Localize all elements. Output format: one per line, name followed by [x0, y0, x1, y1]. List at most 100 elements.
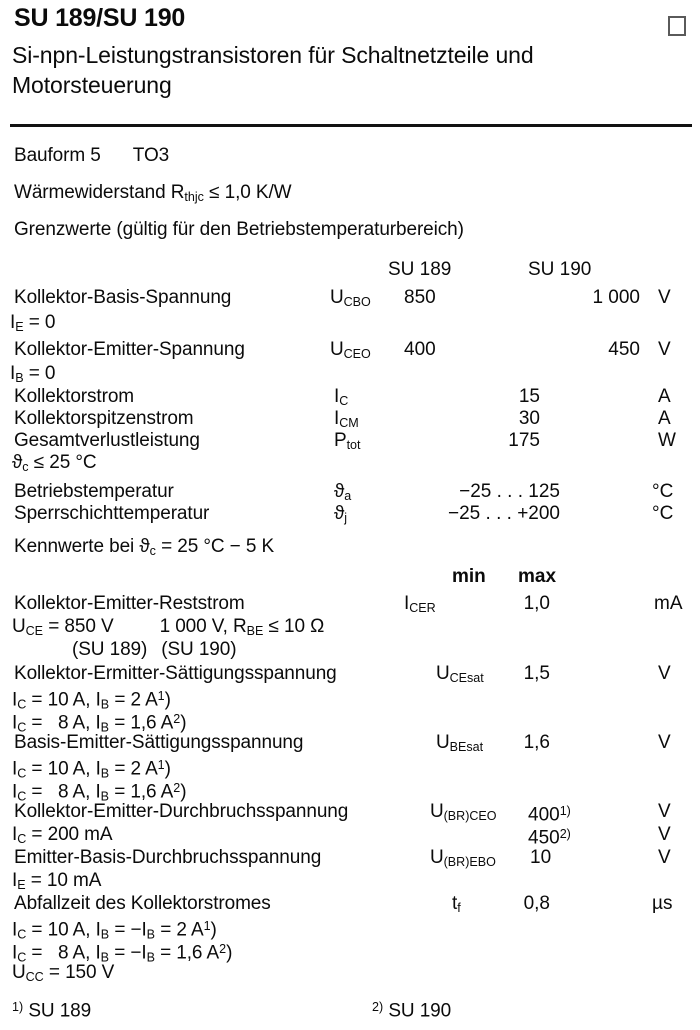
characteristic-row-condition: IC = 200 mA [12, 824, 113, 846]
characteristic-row-unit: mA [654, 593, 683, 614]
min-value-2: 450 [528, 827, 560, 849]
characteristics-heading-bold: Kennwerte [14, 536, 104, 557]
characteristic-row-condition: (SU 189) (SU 190) [72, 639, 237, 660]
symbol-subscript: CEsat [449, 670, 484, 685]
characteristic-row-name: Kollektor-Emitter-Reststrom [14, 593, 245, 614]
symbol-base: P [334, 430, 347, 451]
ptot-condition: ϑc ≤ 25 °C [12, 452, 97, 477]
characteristic-row-symbol: UBEsat [436, 733, 483, 757]
limit-row-symbol: UCEO [330, 340, 371, 364]
symbol-subscript: CM [339, 415, 359, 430]
min-footnote-marker-2: 2) [559, 827, 571, 841]
characteristic-row-condition: IC = 8 A, IB = −IB = 1,6 A2) [12, 942, 233, 965]
characteristic-row-name: Kollektor-Ermitter-Sättigungsspannung [14, 663, 337, 684]
page-subtitle: Si-npn-Leistungstransistoren für Schaltn… [12, 40, 692, 100]
limits-heading: Grenzwerte (gültig für den Betriebstempe… [14, 220, 464, 239]
limit-row-symbol: ϑj [334, 504, 347, 528]
characteristic-row-unit: µs [652, 893, 673, 914]
limit-row-unit: °C [652, 503, 674, 524]
limit-row-condition: IB = 0 [10, 364, 55, 388]
characteristics-heading-subscript: c [149, 543, 156, 558]
characteristic-row-min: 10 [530, 847, 552, 868]
symbol-subscript: tot [346, 437, 361, 452]
condition-rest: ≤ 25 °C [28, 452, 97, 473]
characteristic-row-condition: IC = 10 A, IB = 2 A1) [12, 689, 171, 712]
limits-heading-rest: (gültig für den Betriebstemperaturbereic… [111, 219, 464, 240]
package-row: Bauform 5 TO3 [14, 146, 169, 165]
footnote-2-text: SU 190 [383, 1000, 452, 1022]
limit-row-value: 175 [508, 430, 540, 451]
characteristic-row-unit: V [658, 847, 671, 868]
symbol-subscript: j [344, 510, 348, 525]
condition-rest: = 0 [23, 363, 56, 384]
symbol-base: I [404, 593, 410, 614]
condition-subscript: B [15, 370, 24, 385]
limit-row-unit: W [658, 430, 676, 451]
limit-row-value-su189: 850 [404, 287, 436, 308]
characteristic-row-max: 1,5 [523, 663, 550, 684]
symbol-base: U [430, 847, 444, 868]
limit-row-name: Kollektorstrom [14, 386, 135, 407]
limit-row-symbol: IC [334, 387, 348, 411]
characteristic-row-name: Kollektor-Emitter-Durchbruchsspannung [14, 801, 349, 822]
package-label: Bauform 5 [14, 145, 101, 166]
characteristic-row-condition: IC = 8 A, IB = 1,6 A2) [12, 781, 187, 804]
min-value: 400 [528, 804, 560, 826]
symbol-base: I [334, 386, 340, 407]
header-divider [10, 124, 692, 127]
characteristic-row-name: Emitter-Basis-Durchbruchsspannung [14, 847, 322, 868]
limit-row-unit: V [658, 339, 671, 360]
limit-row-symbol: Ptot [334, 431, 361, 455]
characteristic-row-symbol: U(BR)EBO [430, 848, 496, 872]
footnote-1-text: SU 189 [23, 1000, 92, 1022]
package-value: TO3 [132, 145, 170, 166]
symbol-subscript: C [339, 393, 349, 408]
thermal-resistance-label: Wärmewiderstand R [14, 182, 185, 203]
symbol-base: I [334, 408, 340, 429]
symbol-base: ϑ [334, 481, 345, 502]
thermal-resistance-value: ≤ 1,0 K/W [203, 182, 292, 203]
symbol-subscript: CBO [343, 294, 371, 309]
characteristic-row-symbol: UCEsat [436, 664, 484, 688]
symbol-subscript: CER [409, 600, 436, 615]
limit-row-unit: V [658, 287, 671, 308]
characteristic-row-symbol: ICER [404, 594, 436, 618]
package-outline-icon [668, 16, 686, 36]
symbol-subscript: BEsat [449, 739, 484, 754]
limit-row-condition: IE = 0 [10, 313, 55, 337]
limit-row-unit: °C [652, 481, 674, 502]
subtitle-line-1: Si-npn-Leistungstransistoren für Schaltn… [12, 42, 534, 68]
limit-row-unit: A [658, 386, 671, 407]
condition-rest: = 0 [23, 312, 56, 333]
page-title: SU 189/SU 190 [14, 4, 186, 32]
limit-row-symbol: ICM [334, 409, 359, 433]
limit-row-name: Kollektor-Basis-Spannung [14, 287, 232, 308]
limit-row-value: 15 [518, 386, 540, 407]
footnote-2: 2) SU 190 [372, 998, 451, 1021]
limit-row-name: Gesamtverlustleistung [14, 430, 200, 451]
limit-row-unit: A [658, 408, 671, 429]
condition-base: ϑ [12, 452, 23, 473]
footnote-2-marker: 2) [372, 1000, 384, 1014]
symbol-base: ϑ [334, 503, 345, 524]
characteristic-row-condition: IC = 8 A, IB = 1,6 A2) [12, 712, 187, 735]
symbol-base: t [452, 893, 458, 914]
subtitle-line-2: Motorsteuerung [12, 72, 172, 98]
limits-col-head-su189: SU 189 [388, 259, 452, 280]
characteristic-row-min: 4001) [528, 802, 571, 825]
symbol-base: U [436, 732, 450, 753]
limit-row-symbol: UCBO [330, 288, 371, 312]
min-footnote-marker: 1) [559, 804, 571, 818]
condition-subscript: E [15, 319, 24, 334]
limits-heading-bold: Grenzwerte [14, 219, 112, 240]
characteristics-col-head-min: min [452, 566, 486, 587]
characteristic-row-max: 1,0 [523, 593, 550, 614]
symbol-subscript: CEO [343, 346, 371, 361]
limit-row-name: Sperrschichttemperatur [14, 503, 210, 524]
characteristic-row-max: 1,6 [523, 732, 550, 753]
symbol-base: U [430, 801, 444, 822]
characteristic-row-name: Abfallzeit des Kollektorstromes [14, 893, 271, 914]
thermal-resistance-row: Wärmewiderstand Rthjc ≤ 1,0 K/W [14, 182, 292, 207]
